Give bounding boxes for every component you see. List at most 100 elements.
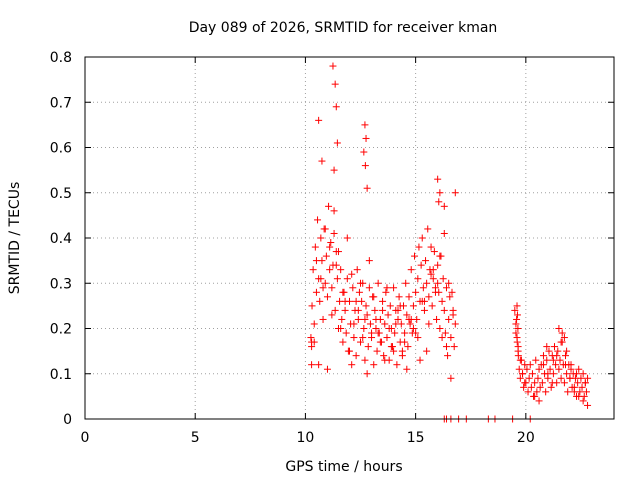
y-tick-label: 0.7 xyxy=(50,95,72,111)
data-point xyxy=(423,279,431,287)
data-point xyxy=(368,329,376,337)
data-point xyxy=(332,103,340,111)
y-tick-labels: 0 0.1 0.2 0.3 0.4 0.5 0.6 0.7 0.8 xyxy=(50,50,72,428)
data-point xyxy=(362,302,370,310)
data-point xyxy=(353,266,361,274)
data-point xyxy=(381,320,389,328)
data-point xyxy=(409,302,417,310)
data-point xyxy=(379,306,387,314)
data-point xyxy=(326,266,334,274)
data-point xyxy=(349,284,357,292)
data-point xyxy=(341,306,349,314)
data-point xyxy=(584,374,592,382)
data-point xyxy=(574,379,582,387)
data-point xyxy=(521,379,529,387)
data-point xyxy=(338,315,346,323)
data-point xyxy=(554,347,562,355)
data-point xyxy=(317,234,325,242)
data-point xyxy=(445,315,453,323)
data-point xyxy=(409,325,417,332)
chart-title: Day 089 of 2026, SRMTID for receiver kma… xyxy=(189,20,498,36)
data-point xyxy=(343,234,351,242)
data-point xyxy=(450,343,458,351)
data-point xyxy=(330,229,338,237)
data-point xyxy=(447,334,455,342)
data-point xyxy=(357,279,365,287)
data-point xyxy=(429,275,437,283)
data-point xyxy=(321,225,329,233)
data-point xyxy=(444,352,452,360)
data-point xyxy=(552,361,560,369)
data-point xyxy=(560,379,568,387)
data-point xyxy=(434,175,442,183)
data-point xyxy=(386,302,394,310)
data-point xyxy=(577,374,585,382)
data-point xyxy=(566,374,574,382)
data-point xyxy=(363,311,371,319)
data-point xyxy=(326,243,334,251)
data-point xyxy=(514,352,522,360)
data-point xyxy=(579,370,587,378)
data-point xyxy=(379,297,387,305)
data-point xyxy=(451,189,459,197)
data-point xyxy=(414,275,422,283)
y-tick-label: 0.4 xyxy=(50,231,72,247)
data-point xyxy=(523,365,531,373)
x-tick-label: 20 xyxy=(517,430,535,446)
data-point xyxy=(333,139,341,147)
data-point xyxy=(513,315,521,323)
data-point xyxy=(542,388,550,396)
data-point xyxy=(323,293,331,301)
data-point xyxy=(545,347,553,355)
data-point xyxy=(361,356,369,364)
data-point xyxy=(321,279,329,287)
data-point xyxy=(442,343,450,351)
data-point xyxy=(342,329,350,337)
data-point xyxy=(526,361,534,369)
data-point xyxy=(319,315,327,323)
y-tick-label: 0.3 xyxy=(50,276,72,292)
data-point xyxy=(328,284,336,292)
data-point xyxy=(393,361,401,369)
y-axis-label: SRMTID / TECUs xyxy=(7,182,23,295)
data-point xyxy=(584,401,592,409)
data-point xyxy=(511,306,519,314)
data-point xyxy=(327,239,335,247)
data-point xyxy=(581,379,589,387)
data-point xyxy=(527,383,535,391)
data-point xyxy=(442,284,450,292)
data-point xyxy=(395,293,403,301)
data-point xyxy=(315,116,323,124)
x-tick-label: 10 xyxy=(297,430,315,446)
data-point xyxy=(404,343,412,351)
data-point xyxy=(515,365,523,373)
data-point xyxy=(402,279,410,287)
data-point xyxy=(418,234,426,242)
data-point xyxy=(383,334,391,342)
data-point xyxy=(579,397,587,405)
data-point xyxy=(562,352,570,360)
data-point xyxy=(544,370,552,378)
data-point xyxy=(556,356,564,364)
data-point xyxy=(323,365,331,373)
data-point xyxy=(312,288,320,296)
data-point xyxy=(364,343,372,351)
data-point xyxy=(385,325,393,332)
data-point xyxy=(360,148,368,156)
data-point xyxy=(430,248,438,256)
data-point xyxy=(363,184,371,192)
data-point xyxy=(535,365,543,373)
data-point xyxy=(416,356,424,364)
data-point xyxy=(348,361,356,369)
data-point xyxy=(532,356,540,364)
data-point xyxy=(514,343,522,351)
data-point xyxy=(337,325,345,332)
data-point xyxy=(331,80,339,88)
data-point xyxy=(329,62,337,70)
data-point xyxy=(512,329,520,337)
data-point xyxy=(348,270,356,278)
data-point xyxy=(325,202,333,210)
data-point xyxy=(513,302,521,310)
data-point xyxy=(434,261,442,269)
